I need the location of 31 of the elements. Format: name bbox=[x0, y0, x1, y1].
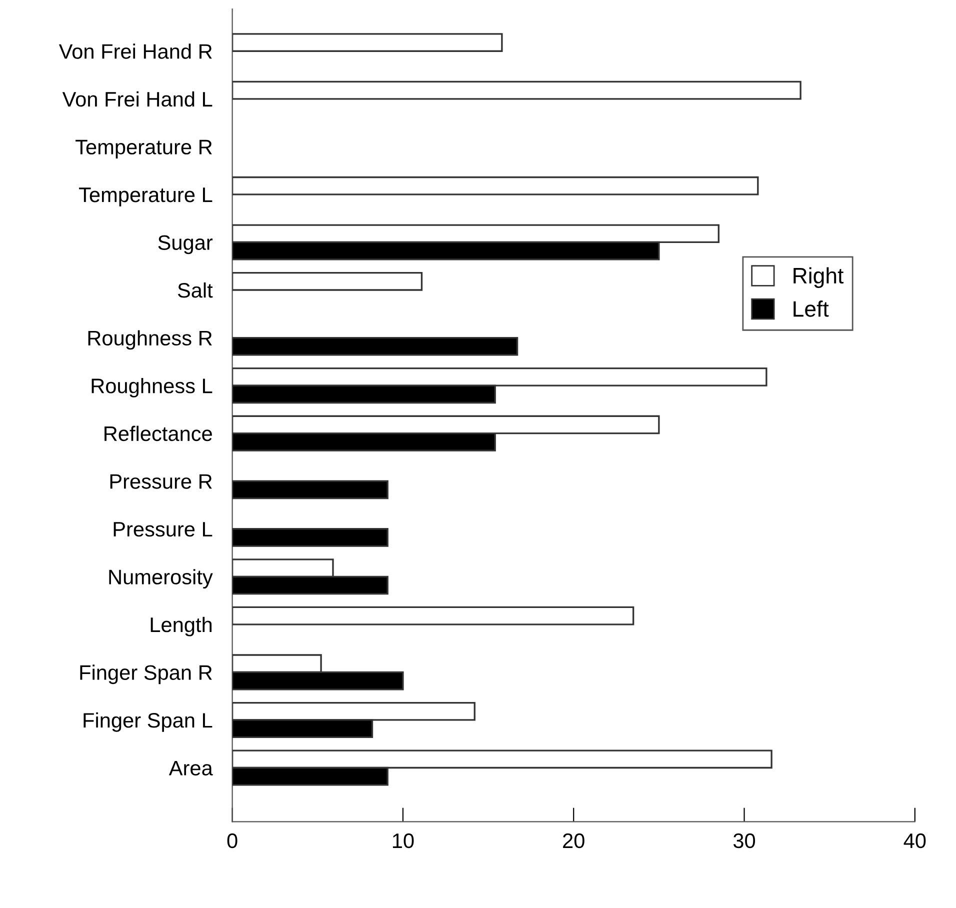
y-tick-label: Numerosity bbox=[109, 569, 213, 589]
y-tick-label: Pressure R bbox=[110, 474, 212, 489]
legend-label: Right bbox=[794, 267, 844, 288]
y-tick-label: Salt bbox=[178, 282, 213, 298]
x-tick-label: 20 bbox=[563, 833, 584, 848]
bar bbox=[232, 176, 759, 196]
y-tick-label: Pressure L bbox=[114, 522, 212, 537]
y-tick-label: Sugar bbox=[158, 235, 213, 254]
y-tick-label: Area bbox=[168, 760, 213, 776]
bar bbox=[232, 336, 518, 356]
y-tick-label: Roughness R bbox=[88, 330, 212, 350]
x-tick-label: 10 bbox=[392, 833, 414, 848]
y-tick-label: Finger Span R bbox=[80, 664, 212, 684]
y-tick-label: Reflectance bbox=[104, 426, 212, 442]
bar bbox=[232, 33, 503, 52]
y-tick-label: Von Frei Hand L bbox=[62, 91, 212, 107]
y-tick-label: Temperature R bbox=[76, 140, 212, 159]
bar bbox=[232, 480, 388, 500]
y-tick-label: Temperature L bbox=[79, 188, 212, 206]
x-tick-label: 30 bbox=[733, 833, 756, 848]
x-tick-label: 0 bbox=[227, 833, 238, 848]
bar bbox=[232, 80, 802, 100]
y-tick-label: Finger Span L bbox=[84, 712, 212, 732]
y-tick-label: Von Frei Hand R bbox=[58, 44, 212, 59]
bar bbox=[232, 272, 423, 291]
bar bbox=[232, 606, 634, 626]
x-tick-label: 40 bbox=[904, 833, 926, 848]
legend-label: Left bbox=[794, 300, 829, 317]
bar bbox=[232, 528, 388, 547]
y-tick-label: Roughness L bbox=[92, 378, 212, 398]
y-tick-label: Length bbox=[150, 616, 212, 636]
